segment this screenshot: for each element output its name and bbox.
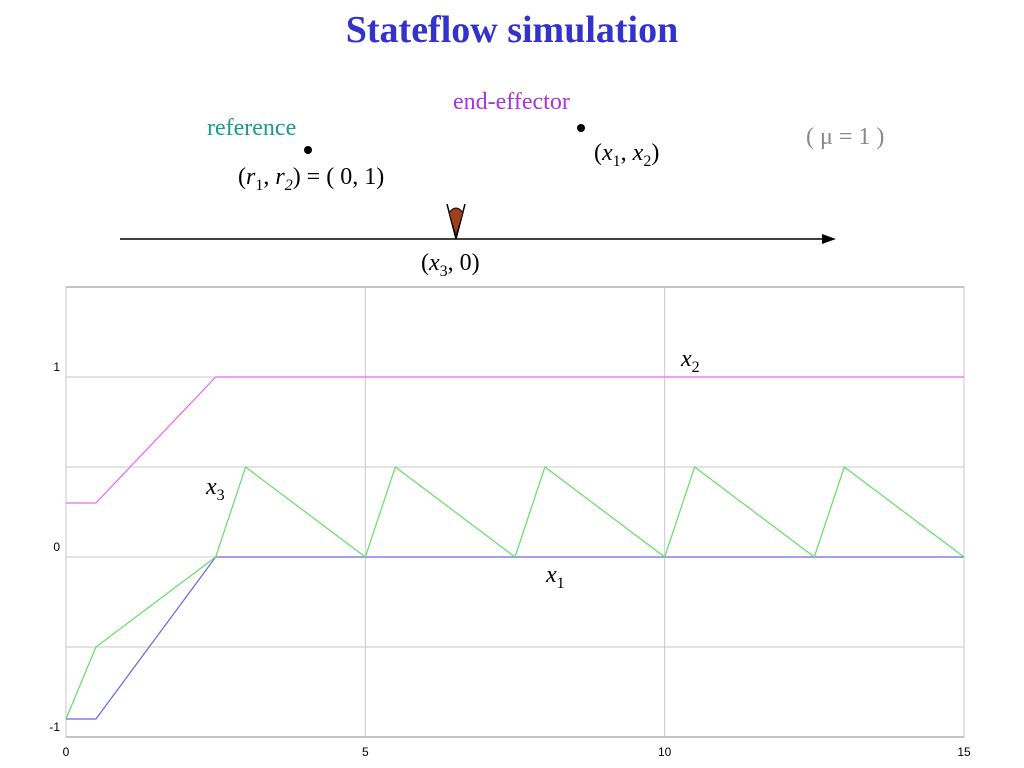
page-title: Stateflow simulation [345,9,679,51]
reference-label: reference [207,115,296,141]
x-tick-label: 15 [957,745,971,759]
reference-point [304,146,312,154]
schematic: reference (r1, r2) = ( 0, 1) end-effecto… [120,89,884,280]
series-label-x3: x3 [205,474,225,504]
x-tick-label: 10 [658,745,672,759]
cone-coordinates: (x3, 0) [421,250,480,280]
y-tick-label: 0 [53,540,60,554]
end-effector-coordinates: (x1, x2) [594,140,659,170]
y-tick-label: -1 [49,720,60,734]
x-axis-arrowhead [822,234,836,244]
cone-marker [446,203,466,240]
end-effector-label: end-effector [453,89,570,115]
series-line-x2 [66,376,964,504]
end-effector-point [577,124,585,132]
x-tick-label: 5 [362,745,369,759]
series-line-x1 [66,556,964,720]
reference-coordinates: (r1, r2) = ( 0, 1) [238,164,384,194]
series-label-x1: x1 [545,562,565,592]
series-label-x2: x2 [680,346,700,376]
mu-label: ( μ = 1 ) [806,124,884,150]
y-tick-label: 1 [53,360,60,374]
x-tick-label: 0 [63,745,70,759]
series-line-x3 [65,466,965,720]
